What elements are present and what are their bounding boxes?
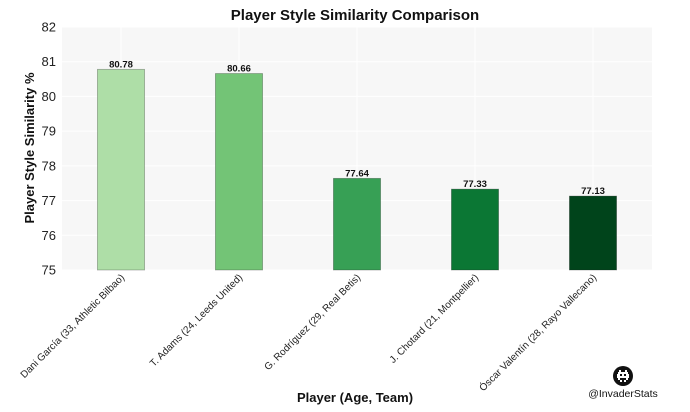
x-tick-label: J. Chotard (21, Montpellier) [388, 272, 481, 365]
bar [332, 177, 381, 271]
y-tick-label: 75 [42, 263, 56, 278]
x-tick-label: Dani García (33, Athletic Bilbao) [19, 272, 127, 380]
bar [450, 188, 499, 271]
data-label: 77.64 [345, 168, 369, 179]
x-axis-ticks: Dani García (33, Athletic Bilbao) T. Adam… [19, 271, 599, 394]
y-tick-label: 81 [42, 54, 56, 69]
credit-handle: @InvaderStats [588, 388, 658, 400]
y-axis-ticks: 75 76 77 78 79 80 81 82 [42, 20, 56, 278]
y-tick-label: 80 [42, 89, 56, 104]
y-axis-label: Player Style Similarity % [22, 72, 37, 223]
x-tick-label: G. Rodríguez (29, Real Betis) [263, 272, 364, 373]
bars [97, 68, 618, 271]
x-axis-label: Player (Age, Team) [297, 390, 413, 405]
data-label: 80.66 [227, 64, 251, 75]
data-label: 80.78 [109, 59, 133, 70]
bar [214, 73, 263, 271]
bar [569, 195, 618, 271]
data-label: 77.13 [581, 186, 605, 197]
space-invader-icon [613, 366, 633, 386]
x-tick-label: Óscar Valentín (28, Rayo Vallecano) [476, 271, 599, 394]
y-tick-label: 79 [42, 124, 56, 139]
y-tick-label: 76 [42, 228, 56, 243]
data-labels: 80.78 80.66 77.64 77.33 77.13 [109, 59, 605, 197]
data-label: 77.33 [463, 179, 487, 190]
x-tick-label: T. Adams (24, Leeds United) [148, 272, 245, 369]
y-tick-label: 78 [42, 158, 56, 173]
bar [97, 68, 146, 271]
y-tick-label: 77 [42, 193, 56, 208]
y-tick-label: 82 [42, 20, 56, 35]
chart-title: Player Style Similarity Comparison [231, 7, 479, 24]
